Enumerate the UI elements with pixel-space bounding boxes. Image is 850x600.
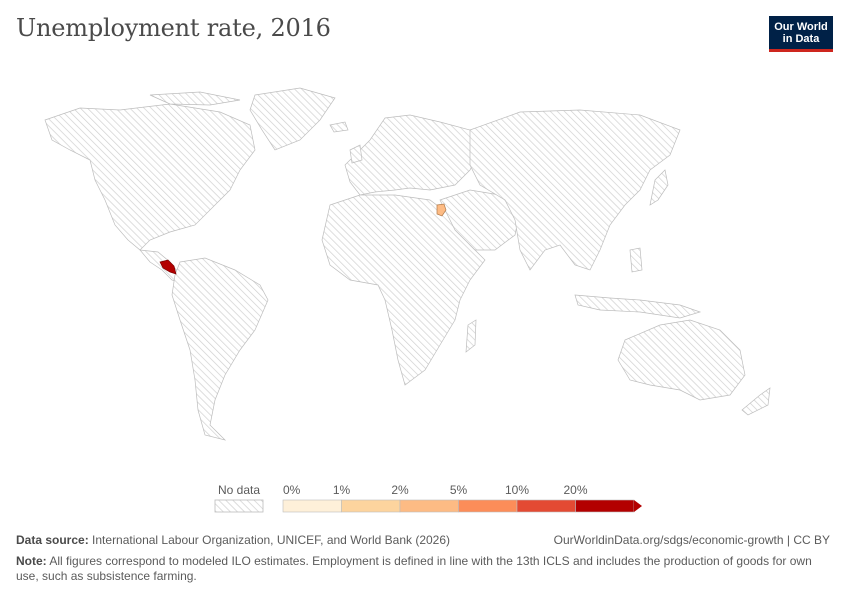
note: Note: All figures correspond to modeled … — [16, 554, 831, 584]
note-label: Note: — [16, 554, 47, 568]
region-middle-east[interactable] — [439, 189, 521, 251]
region-japan[interactable] — [649, 169, 669, 206]
owid-logo[interactable]: Our World in Data — [769, 16, 833, 52]
region-north-america[interactable] — [44, 103, 256, 251]
region-greenland[interactable] — [249, 87, 336, 151]
logo-line-1: Our World — [774, 21, 828, 33]
legend-tick-label: 5% — [450, 483, 468, 497]
region-australia[interactable] — [617, 319, 746, 401]
region-costa-rica[interactable] — [159, 259, 177, 275]
source-url[interactable]: OurWorldinData.org/sdgs/economic-growth … — [553, 533, 830, 547]
region-uk[interactable] — [349, 144, 363, 164]
source-text[interactable]: International Labour Organization, UNICE… — [92, 533, 451, 547]
legend-tick-label: 2% — [391, 483, 409, 497]
chart-title: Unemployment rate, 2016 — [16, 14, 331, 42]
logo-line-2: in Data — [782, 33, 820, 45]
region-indonesia[interactable] — [574, 294, 702, 319]
region-arctic-islands[interactable] — [149, 91, 241, 106]
region-jordan[interactable] — [436, 203, 447, 217]
legend-swatch[interactable] — [516, 499, 576, 513]
legend-no-data-label: No data — [218, 483, 260, 497]
legend-tick-label: 1% — [333, 483, 351, 497]
legend-tick-label: 20% — [563, 483, 587, 497]
region-new-zealand[interactable] — [741, 387, 771, 416]
region-south-america[interactable] — [171, 257, 269, 441]
world-map — [44, 87, 771, 441]
legend-arrow — [634, 500, 642, 512]
note-text: All figures correspond to modeled ILO es… — [16, 554, 812, 583]
region-philippines[interactable] — [629, 247, 643, 273]
legend-swatch[interactable] — [399, 499, 459, 513]
legend-swatch[interactable] — [458, 499, 518, 513]
legend-bins: 0% 1% 2% 5% 10% 20% — [282, 483, 642, 513]
region-madagascar[interactable] — [465, 319, 477, 353]
data-source: Data source: International Labour Organi… — [16, 533, 834, 547]
legend-no-data-swatch — [214, 499, 264, 513]
region-europe[interactable] — [344, 114, 481, 196]
legend-swatch[interactable] — [282, 499, 342, 513]
legend-swatch[interactable] — [341, 499, 401, 513]
region-asia[interactable] — [469, 109, 681, 271]
legend: No data 0% 1% 2% 5% 10% 20% — [0, 480, 850, 520]
source-label: Data source: — [16, 533, 89, 547]
legend-tick-label: 10% — [505, 483, 529, 497]
legend-swatch[interactable] — [575, 499, 635, 513]
legend-tick-label: 0% — [283, 483, 301, 497]
region-iceland[interactable] — [329, 121, 349, 133]
legend-svg: No data 0% 1% 2% 5% 10% 20% — [214, 483, 642, 513]
